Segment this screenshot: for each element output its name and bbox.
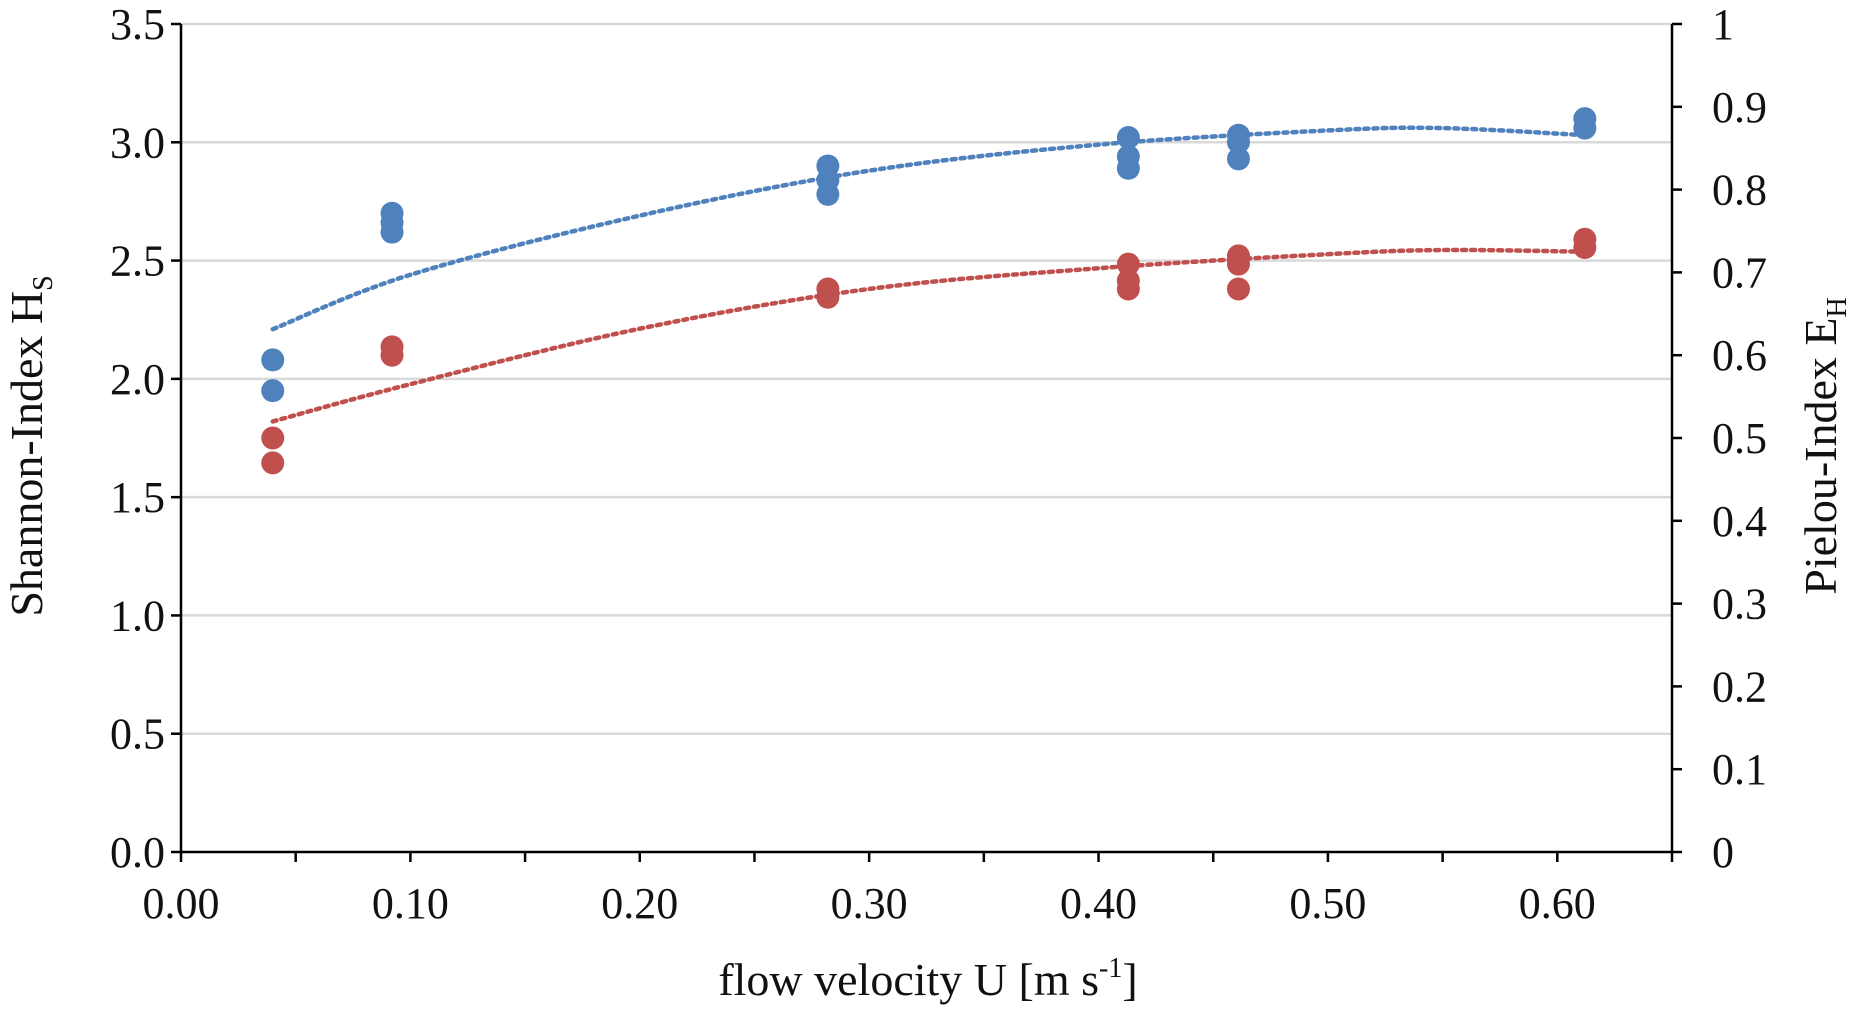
- point-pielou: [1226, 277, 1250, 301]
- y-left-axis-title-text: Shannon-Index H: [1, 291, 52, 617]
- y-left-axis-title: Shannon-Index HS: [1, 275, 59, 616]
- point-shannon: [261, 348, 285, 372]
- x-tick-label: 0.60: [1519, 879, 1596, 928]
- y-right-tick-label: 0.1: [1712, 745, 1767, 794]
- y-left-tick-label: 3.0: [110, 118, 165, 167]
- y-left-tick-label: 0.5: [110, 710, 165, 759]
- trendline-pielou: [270, 247, 1588, 424]
- y-right-tick-label: 0: [1712, 828, 1734, 877]
- y-left-tick-label: 1.0: [110, 591, 165, 640]
- y-right-axis-title-subscript: H: [1822, 297, 1853, 317]
- point-pielou: [261, 451, 285, 475]
- y-right-tick-label: 0.4: [1712, 497, 1767, 546]
- point-pielou: [261, 426, 285, 450]
- axes-layer: [179, 24, 1674, 854]
- point-pielou: [1116, 252, 1140, 276]
- x-tick-label: 0.40: [1060, 879, 1137, 928]
- x-axis-title-suffix: ]: [1122, 954, 1137, 1005]
- x-tick-label: 0.20: [601, 879, 678, 928]
- x-tick-label: 0.50: [1289, 879, 1366, 928]
- x-tick-label: 0.10: [372, 879, 449, 928]
- x-axis-title: flow velocity U [m s-1]: [718, 953, 1137, 1005]
- y-right-tick-label: 0.5: [1712, 414, 1767, 463]
- y-left-tick-label: 0.0: [110, 828, 165, 877]
- y-right-axis-title: Pielou-Index EH: [1795, 297, 1853, 594]
- y-left-tick-label: 2.0: [110, 355, 165, 404]
- y-right-tick-label: 0.6: [1712, 331, 1767, 380]
- y-right-tick-label: 0.7: [1712, 248, 1767, 297]
- point-shannon: [1573, 116, 1597, 140]
- x-axis-title-text: flow velocity U [m s: [718, 954, 1099, 1005]
- y-right-tick-label: 0.8: [1712, 166, 1767, 215]
- y-right-tick-label: 0.9: [1712, 83, 1767, 132]
- y-left-tick-label: 3.5: [110, 0, 165, 49]
- point-shannon: [1226, 147, 1250, 171]
- y-left-tick-label: 1.5: [110, 473, 165, 522]
- point-pielou: [1226, 252, 1250, 276]
- point-shannon: [261, 379, 285, 403]
- trendline-shannon: [270, 125, 1588, 332]
- y-left-axis-title-subscript: S: [28, 275, 59, 291]
- x-tick-label: 0.00: [143, 879, 220, 928]
- points-layer: [261, 107, 1597, 475]
- ticks-layer: 0.0 0.5 1.0 1.5 2.0 2.5 3.0 3.5 0 0.1 0.2 0.3 0.4 0.5…: [110, 0, 1767, 928]
- point-pielou: [816, 285, 840, 309]
- point-shannon: [380, 220, 404, 244]
- point-shannon: [1226, 130, 1250, 154]
- point-pielou: [1116, 277, 1140, 301]
- point-pielou: [1573, 236, 1597, 260]
- x-tick-label: 0.30: [831, 879, 908, 928]
- y-left-tick-label: 2.5: [110, 237, 165, 286]
- x-axis-title-superscript: -1: [1099, 953, 1122, 984]
- y-right-tick-label: 0.3: [1712, 580, 1767, 629]
- point-shannon: [816, 182, 840, 206]
- point-pielou: [380, 343, 404, 367]
- y-right-tick-label: 0.2: [1712, 662, 1767, 711]
- point-shannon: [1116, 126, 1140, 150]
- y-right-tick-label: 1: [1712, 0, 1734, 49]
- trend-layer: [270, 125, 1588, 424]
- y-right-axis-title-text: Pielou-Index E: [1795, 318, 1846, 595]
- point-shannon: [1116, 156, 1140, 180]
